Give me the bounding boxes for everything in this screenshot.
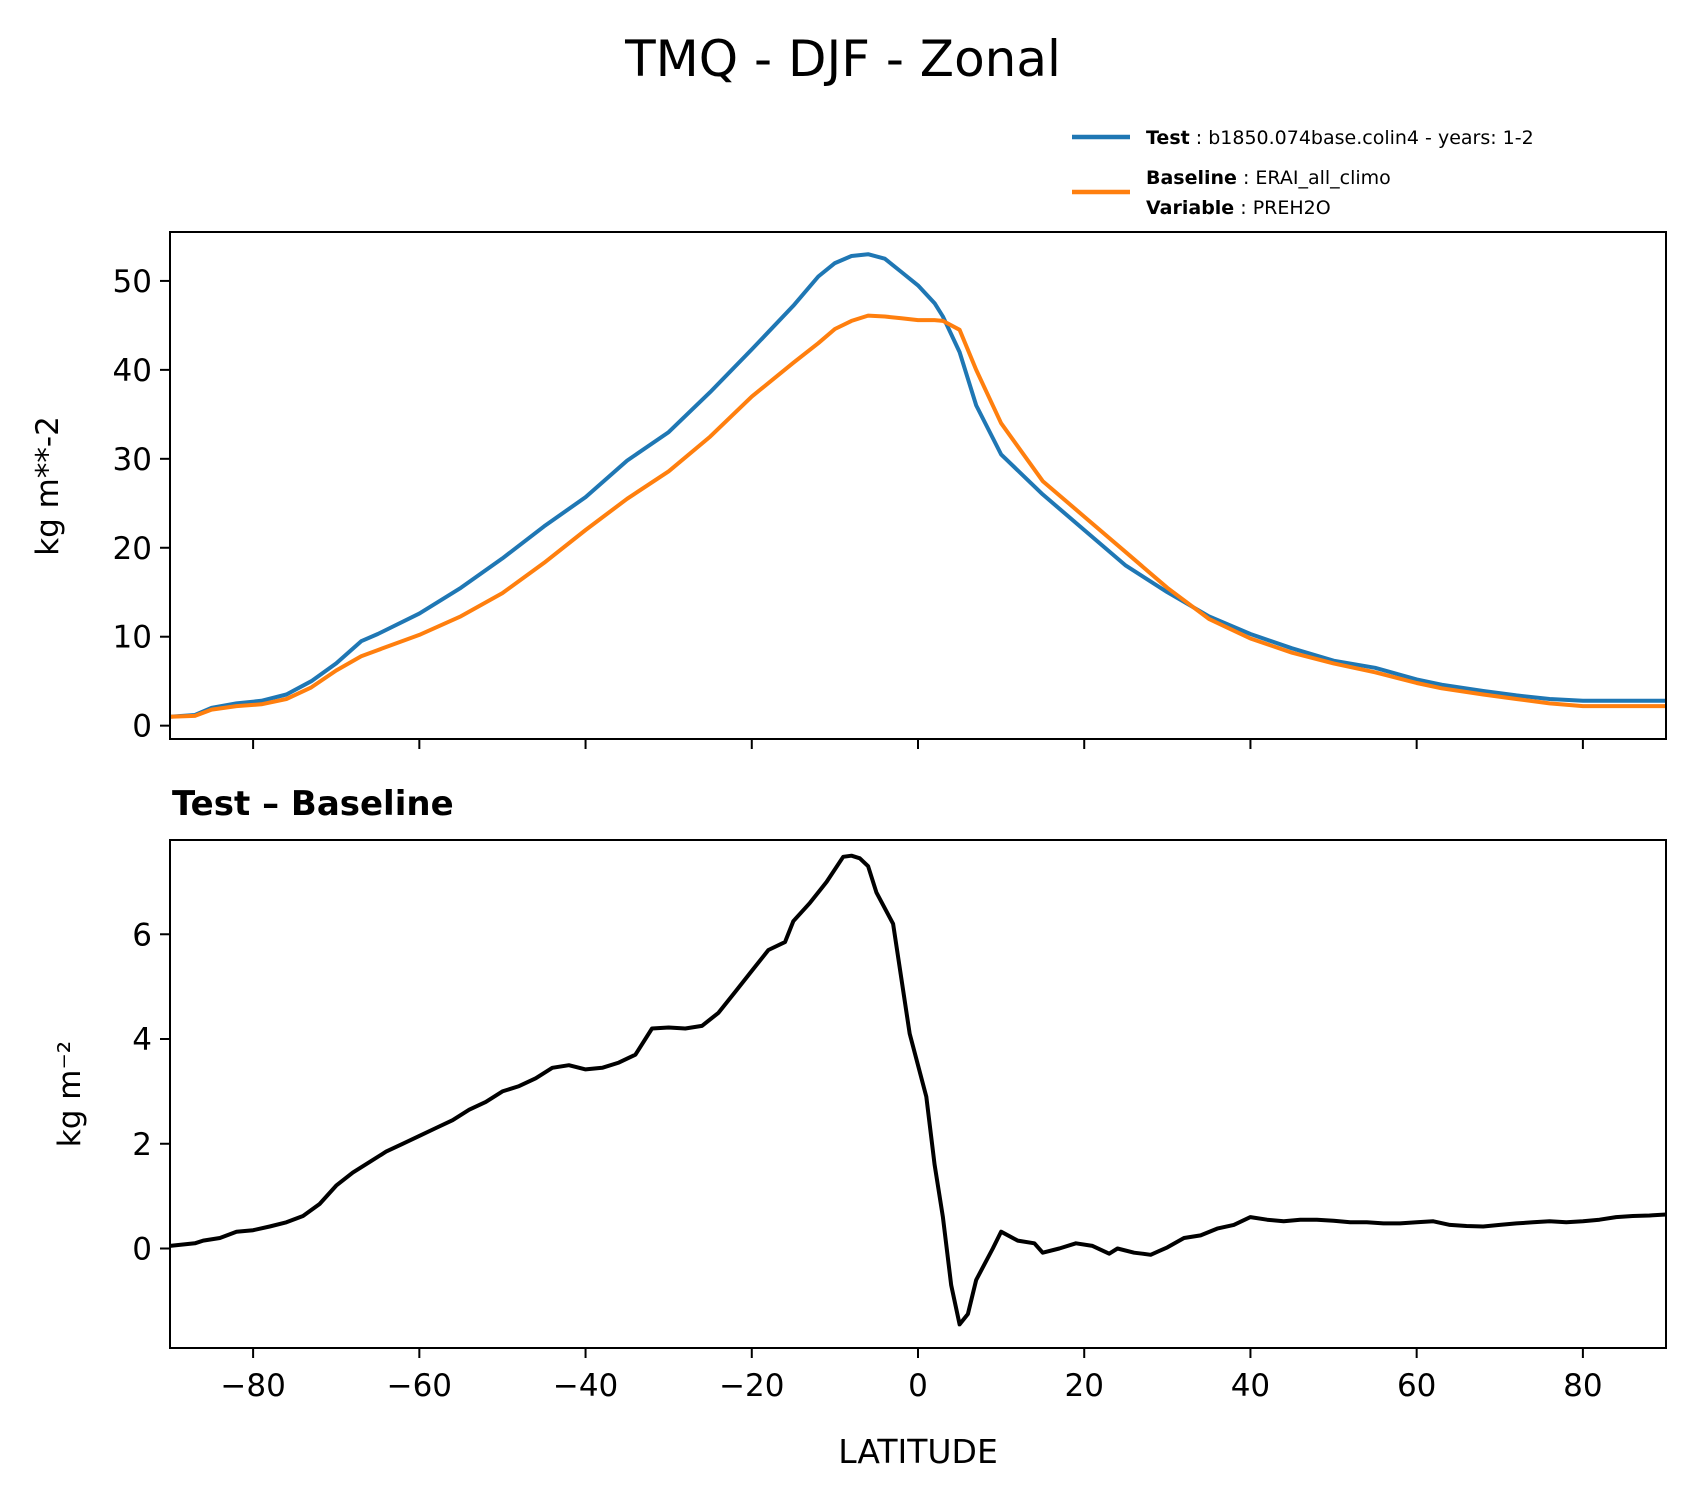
top-series-group — [169, 252, 1666, 719]
top-y-tick-label: 10 — [113, 620, 152, 656]
top-y-tick-label: 20 — [113, 531, 152, 567]
legend-test-label: Test — [1146, 127, 1190, 149]
x-tick-label: −40 — [553, 1368, 618, 1404]
legend-baseline-label: Baseline — [1146, 167, 1237, 189]
x-tick-label: −80 — [220, 1368, 285, 1404]
top-axes-frame — [169, 231, 1667, 740]
top-panel: 0 10 20 30 40 50 kg m**-2 — [30, 231, 1667, 749]
bottom-axes-frame — [169, 839, 1667, 1349]
bottom-y-axis-label: kg m⁻² — [52, 1041, 88, 1147]
bottom-panel: Test – Baseline −80 −60 −40 −20 0 20 40 60 80 0 2 4… — [52, 784, 1667, 1471]
bottom-series-line-test-baseline — [169, 853, 1667, 1327]
x-tick-label: 0 — [908, 1368, 928, 1404]
legend-variable-label: Variable — [1146, 197, 1234, 219]
x-tick-label: −60 — [387, 1368, 452, 1404]
legend: Test : b1850.074base.colin4 - years: 1-2… — [1072, 127, 1534, 219]
top-y-tick-label: 50 — [113, 264, 152, 300]
figure-title: TMQ - DJF - Zonal — [624, 30, 1061, 88]
x-tick-label: 20 — [1064, 1368, 1103, 1404]
bottom-y-tick-label: 2 — [132, 1127, 152, 1163]
bottom-y-tick-label: 6 — [132, 917, 152, 953]
legend-baseline-entry: Baseline : ERAI_all_climo — [1146, 167, 1391, 189]
top-y-tick-label: 0 — [132, 709, 152, 745]
top-y-tick-label: 30 — [113, 442, 152, 478]
bottom-ticks-group: −80 −60 −40 −20 0 20 40 60 80 0 2 4 6 — [132, 917, 1602, 1404]
legend-variable-text: PREH2O — [1253, 197, 1331, 219]
legend-baseline-text: ERAI_all_climo — [1255, 167, 1390, 189]
bottom-y-tick-label: 0 — [132, 1231, 152, 1267]
x-tick-label: 40 — [1231, 1368, 1270, 1404]
top-y-tick-label: 40 — [113, 353, 152, 389]
top-ticks-group: 0 10 20 30 40 50 — [113, 264, 1584, 749]
x-tick-label: 80 — [1563, 1368, 1602, 1404]
bottom-y-tick-label: 4 — [132, 1022, 152, 1058]
top-series-line-baseline — [169, 313, 1666, 719]
x-axis-label: LATITUDE — [838, 1432, 998, 1471]
legend-variable-entry: Variable : PREH2O — [1146, 197, 1331, 219]
bottom-panel-title: Test – Baseline — [172, 784, 454, 824]
bottom-series-group — [169, 853, 1667, 1327]
top-y-axis-label: kg m**-2 — [30, 416, 66, 556]
x-tick-label: 60 — [1397, 1368, 1436, 1404]
legend-test-text: b1850.074base.colin4 - years: 1-2 — [1208, 127, 1534, 149]
top-series-line-test — [169, 252, 1666, 719]
legend-test-entry: Test : b1850.074base.colin4 - years: 1-2 — [1146, 127, 1534, 149]
x-tick-label: −20 — [719, 1368, 784, 1404]
